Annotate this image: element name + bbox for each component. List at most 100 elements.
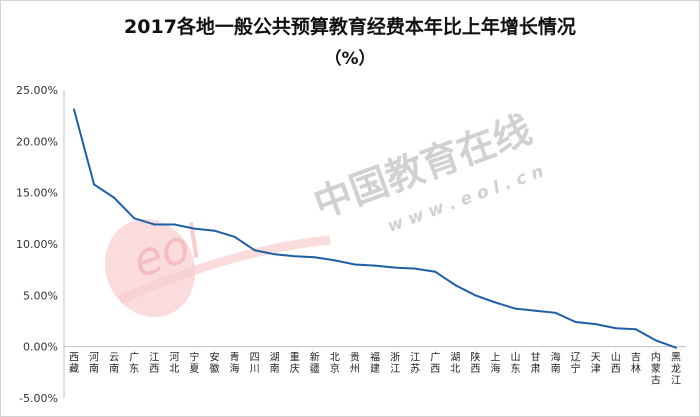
eol-watermark: eol 中国教育在线 w w w . e o l . c n — [104, 107, 546, 317]
x-tick-label: 北 — [330, 352, 340, 364]
data-point — [193, 227, 196, 230]
x-tick-label: 宁 — [571, 362, 581, 375]
data-point — [494, 301, 497, 304]
data-point — [454, 284, 457, 287]
x-tick-label: 夏 — [189, 363, 199, 375]
x-tick-label: 福 — [370, 351, 380, 364]
x-tick-label: 重 — [290, 351, 300, 364]
data-point — [654, 339, 657, 342]
x-tick-label: 湖 — [450, 352, 460, 364]
x-tick-label: 疆 — [310, 363, 320, 375]
x-tick-label: 浙 — [390, 352, 400, 364]
data-point — [534, 309, 537, 312]
x-tick-label: 青 — [230, 351, 240, 364]
x-tick-label: 州 — [350, 363, 360, 375]
x-tick-label: 云 — [109, 353, 119, 364]
data-point — [113, 196, 116, 199]
x-tick-label: 苏 — [410, 362, 420, 375]
x-tick-label: 西 — [470, 364, 480, 375]
chart-title: 2017各地一般公共预算教育经费本年比上年增长情况 — [124, 16, 576, 38]
x-tick-label: 东 — [510, 362, 520, 375]
x-tick-label: 津 — [591, 363, 601, 375]
x-tick-label: 藏 — [69, 363, 79, 375]
x-tick-label: 河 — [169, 352, 179, 364]
x-tick-label: 吉 — [631, 352, 641, 364]
x-tick-label: 河 — [89, 352, 99, 364]
x-tick-label: 龙 — [671, 362, 681, 375]
x-tick-label: 北 — [169, 363, 179, 375]
x-tick-label: 古 — [651, 374, 661, 387]
x-tick-label: 四 — [250, 353, 260, 364]
x-tick-label: 江 — [149, 352, 159, 364]
data-point — [554, 311, 557, 314]
data-point — [233, 235, 236, 238]
y-tick-label: 5.00% — [23, 289, 58, 302]
x-tick-label: 江 — [390, 363, 400, 375]
data-point — [133, 217, 136, 220]
x-tick-label: 贵 — [350, 351, 360, 364]
x-tick-label: 天 — [591, 353, 601, 364]
data-points — [73, 108, 677, 349]
y-tick-label: 10.00% — [16, 238, 58, 251]
watermark-logo-stroke — [118, 235, 331, 305]
data-point — [313, 256, 316, 259]
x-tick-label: 南 — [109, 362, 119, 375]
x-tick-label: 黑 — [671, 352, 681, 364]
x-tick-label: 东 — [129, 362, 139, 375]
x-tick-label: 广 — [129, 352, 139, 364]
data-point — [333, 259, 336, 262]
x-tick-label: 陕 — [470, 351, 480, 364]
data-point — [93, 183, 96, 186]
x-tick-label: 江 — [671, 375, 681, 387]
data-point — [293, 255, 296, 258]
data-point — [153, 223, 156, 226]
x-tick-label: 川 — [250, 364, 260, 375]
x-tick-label: 京 — [330, 362, 340, 375]
data-point — [594, 323, 597, 326]
x-tick-label: 西 — [611, 364, 621, 375]
data-point — [574, 321, 577, 324]
x-tick-label: 建 — [370, 362, 380, 375]
x-tick-label: 新 — [310, 351, 320, 364]
x-tick-label: 湖 — [270, 352, 280, 364]
data-point — [353, 263, 356, 266]
x-tick-label: 内 — [651, 351, 661, 364]
x-tick-label: 南 — [270, 362, 280, 375]
x-tick-label: 广 — [430, 352, 440, 364]
x-tick-label: 西 — [69, 353, 79, 364]
x-tick-label: 山 — [510, 352, 520, 364]
y-tick-label: 15.00% — [16, 187, 58, 200]
x-tick-label: 甘 — [531, 351, 541, 364]
x-tick-label: 蒙 — [651, 362, 661, 375]
data-point — [213, 229, 216, 232]
data-point — [434, 270, 437, 273]
y-tick-labels: 25.00% 20.00% 15.00% 10.00% 5.00% 0.00% -5.00% — [16, 84, 58, 405]
y-tick-label: 0.00% — [23, 341, 58, 354]
data-point — [73, 108, 76, 111]
x-tick-label: 西 — [149, 364, 159, 375]
x-tick-label: 北 — [450, 363, 460, 375]
x-tick-label: 肃 — [531, 363, 541, 375]
x-tick-label: 海 — [490, 362, 500, 375]
data-point — [414, 267, 417, 270]
x-tick-label: 海 — [230, 362, 240, 375]
data-point — [634, 328, 637, 331]
data-point — [674, 346, 677, 349]
x-tick-label: 南 — [551, 362, 561, 375]
x-tick-label: 辽 — [571, 352, 581, 364]
x-tick-label: 西 — [430, 364, 440, 375]
data-point — [273, 253, 276, 256]
x-tick-label: 海 — [551, 351, 561, 364]
chart-subtitle: （%） — [324, 49, 376, 69]
x-tick-label: 林 — [631, 362, 641, 375]
y-tick-label: -5.00% — [19, 392, 58, 405]
x-tick-labels: 西藏河南云南广东江西河北宁夏安徽青海四川湖南重庆新疆北京贵州福建浙江江苏广西湖北… — [69, 351, 681, 387]
y-tick-label: 25.00% — [16, 84, 58, 97]
data-point — [173, 223, 176, 226]
y-tick-label: 20.00% — [16, 135, 58, 148]
x-tick-label: 庆 — [290, 362, 300, 375]
data-point — [374, 264, 376, 267]
x-tick-label: 山 — [611, 352, 621, 364]
data-point — [394, 266, 397, 269]
